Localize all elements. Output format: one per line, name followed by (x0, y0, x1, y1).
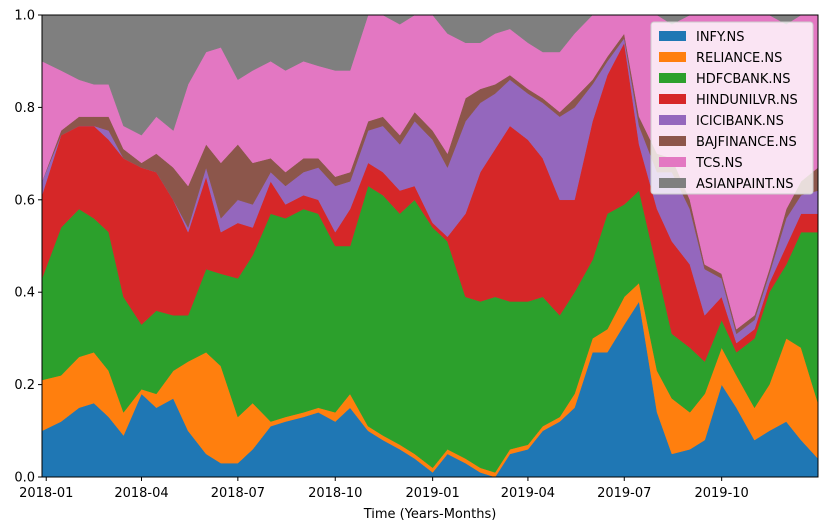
legend-swatch (659, 157, 686, 167)
x-tick-label: 2019-10 (694, 486, 748, 501)
x-tick-label: 2018-10 (308, 486, 362, 501)
y-tick-label: 0.8 (14, 101, 35, 116)
x-tick-label: 2018-07 (211, 486, 265, 501)
legend-label: BAJFINANCE.NS (696, 135, 797, 150)
area-series-group (42, 15, 818, 477)
legend-label: TCS.NS (695, 156, 743, 171)
x-axis-title: Time (Years-Months) (363, 507, 497, 522)
legend: INFY.NS RELIANCE.NS HDFCBANK.NS HINDUNILVR.… (650, 21, 814, 195)
legend-swatch (659, 73, 686, 83)
y-tick-label: 0.6 (14, 193, 35, 208)
legend-label: RELIANCE.NS (696, 51, 782, 66)
x-tick-label: 2019-07 (597, 486, 651, 501)
plot-frame (41, 14, 819, 478)
legend-swatch (659, 94, 686, 104)
y-tick-label: 1.0 (14, 9, 35, 24)
legend-swatch (659, 52, 686, 62)
x-tick-label: 2019-04 (501, 486, 555, 501)
y-axis: 0.0 0.2 0.4 0.6 0.8 1.0 (14, 9, 42, 486)
legend-swatch (659, 136, 686, 146)
x-axis: 2018-01 2018-04 2018-07 2018-10 2019-01 2019-… (19, 477, 749, 501)
legend-label: ASIANPAINT.NS (696, 177, 794, 192)
legend-label: HINDUNILVR.NS (696, 93, 798, 108)
y-tick-label: 0.2 (14, 378, 35, 393)
legend-swatch (659, 178, 686, 188)
legend-box (650, 21, 814, 195)
y-tick-label: 0.4 (14, 286, 35, 301)
legend-label: ICICIBANK.NS (696, 114, 784, 129)
legend-swatch (659, 115, 686, 125)
y-tick-label: 0.0 (14, 471, 35, 486)
area-asianpaint-ns (42, 15, 818, 136)
x-tick-label: 2018-01 (19, 486, 73, 501)
legend-swatch (659, 31, 686, 41)
legend-label: INFY.NS (696, 30, 744, 45)
x-tick-label: 2018-04 (114, 486, 168, 501)
legend-label: HDFCBANK.NS (696, 72, 791, 87)
x-tick-label: 2019-01 (405, 486, 459, 501)
